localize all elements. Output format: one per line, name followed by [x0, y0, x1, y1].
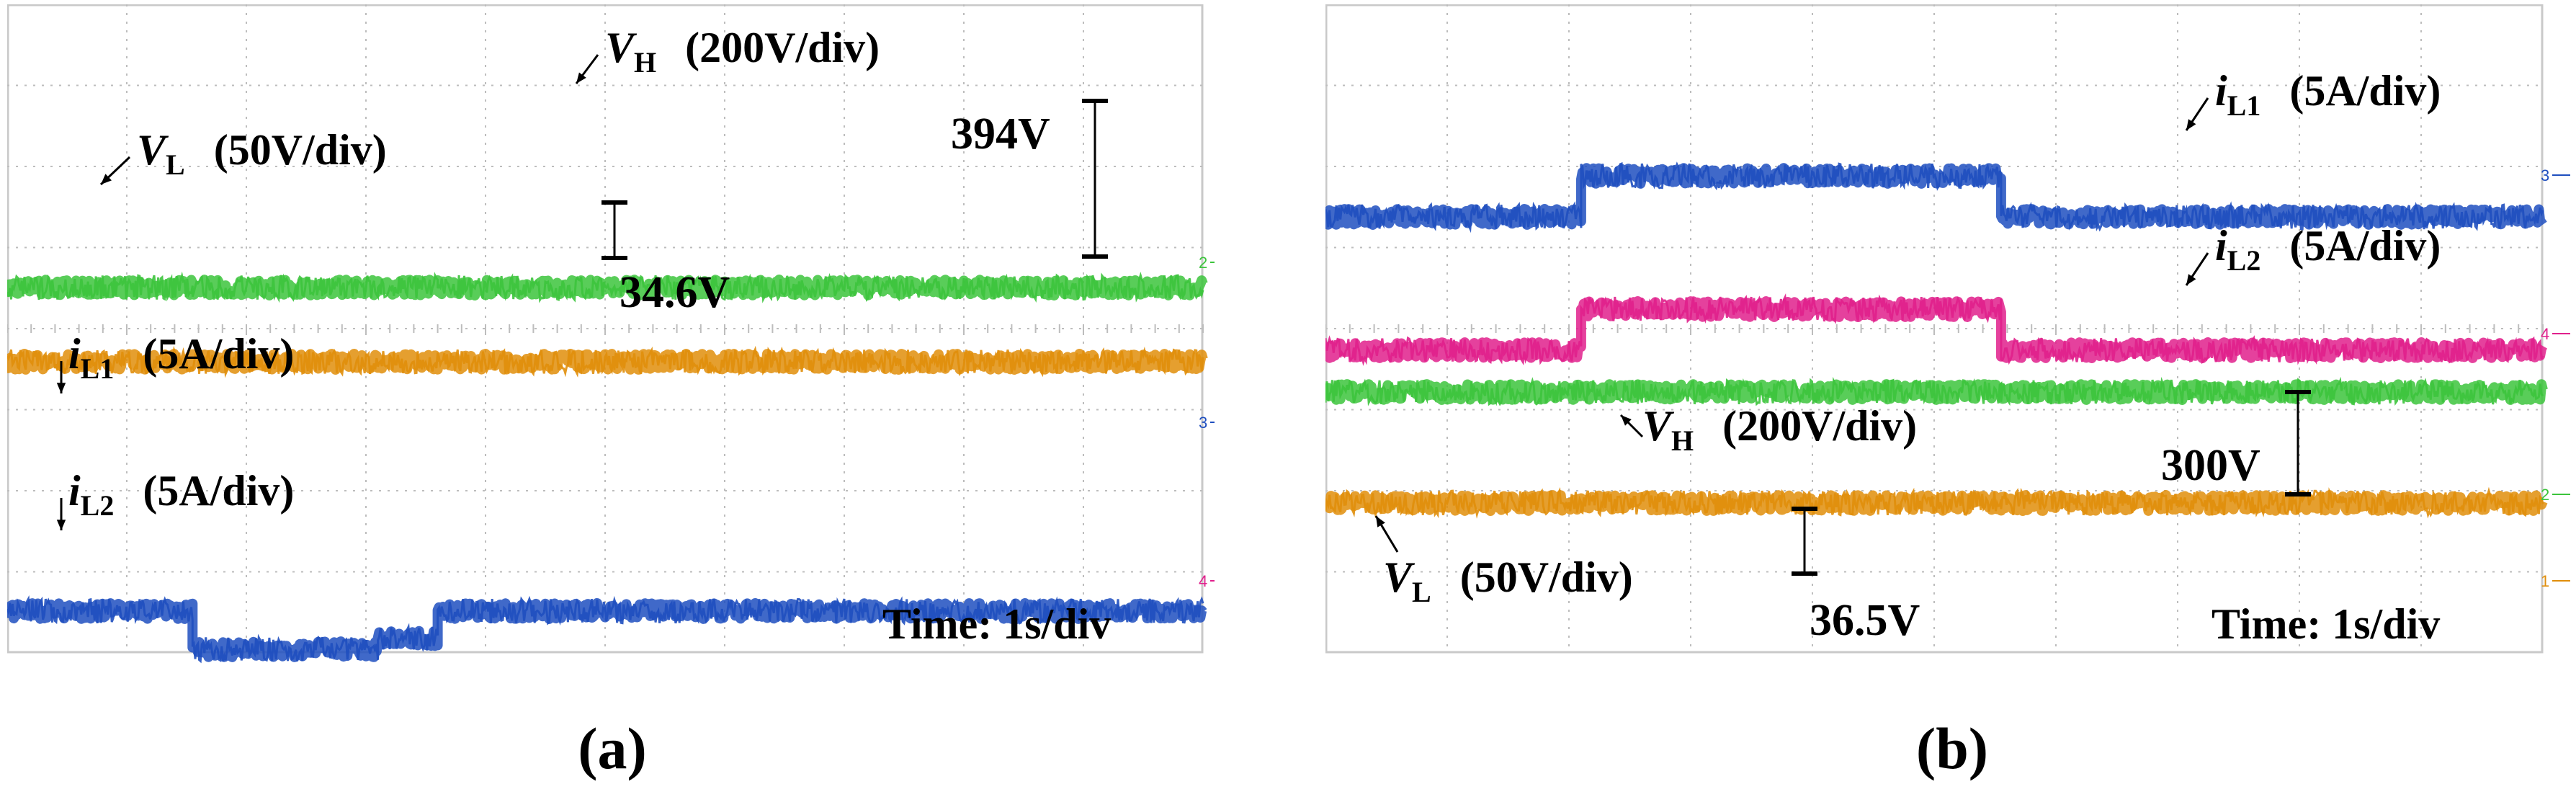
scope-panel-a: VH (200V/div) VL (50V/div) iL1 (5A/div) iL2 (5A… — [7, 4, 1215, 686]
series-label: iL1 (5A/div) — [2215, 67, 2441, 122]
series-label-symbol: V — [605, 24, 638, 71]
series-label-symbol: i — [2215, 222, 2227, 270]
series-label: VH (200V/div) — [605, 24, 880, 79]
series-label: iL2 (5A/div) — [2215, 222, 2441, 277]
trace-i-l1 — [7, 595, 1207, 664]
channel-marker: 2 — [1199, 254, 1207, 272]
label-pointer-head — [576, 72, 586, 84]
trace-v-h — [7, 271, 1208, 303]
trace-v-h — [1325, 376, 2548, 406]
series-label: iL2 (5A/div) — [68, 467, 294, 522]
series-label: VL (50V/div) — [1383, 553, 1633, 608]
series-label-scale: (5A/div) — [2289, 67, 2441, 115]
scope-grid — [1325, 4, 2544, 653]
series-label-symbol: i — [68, 330, 81, 378]
scope-grid — [7, 4, 1204, 653]
trace-noise — [7, 345, 1204, 378]
series-label-symbol: i — [68, 467, 81, 515]
channel-marker: 4 — [2541, 325, 2549, 343]
series-label-subscript: L2 — [2227, 244, 2261, 277]
series-label-scale: (50V/div) — [1460, 553, 1633, 601]
label-pointer-head — [101, 174, 112, 184]
series-label-subscript: L — [1412, 576, 1431, 608]
trace-noise — [1325, 486, 2544, 519]
trace-noise — [1325, 376, 2544, 406]
label-pointer-head — [2186, 274, 2196, 285]
series-label: VL (50V/div) — [137, 126, 387, 181]
label-pointer-head — [1376, 516, 1385, 527]
annotation-label: 300V — [2161, 441, 2260, 490]
scope-screen-a: VH (200V/div)VL (50V/div)iL1 (5A/div)iL2 (5A… — [7, 4, 1215, 664]
trace-i-l2 — [1325, 293, 2548, 366]
label-pointer-head — [56, 520, 66, 530]
series-label-subscript: L2 — [81, 489, 115, 522]
series-label-subscript: L — [166, 148, 185, 181]
series-label-symbol: V — [1383, 553, 1416, 601]
series-label-scale: (5A/div) — [143, 467, 294, 515]
series-label-scale: (5A/div) — [143, 330, 294, 378]
trace-v-l — [7, 345, 1208, 378]
trace-i-l1 — [1325, 161, 2547, 233]
trace-noise — [7, 271, 1204, 303]
time-per-div-label: Time: 1s/div — [2211, 600, 2440, 648]
caption-b: (b) — [1915, 716, 1989, 781]
trace-noise — [7, 595, 1204, 664]
series-label-scale: (5A/div) — [2289, 222, 2441, 270]
scope-panel-b: iL1 (5A/div) iL2 (5A/div) VH (200V/div) VL (50V… — [1325, 4, 2570, 686]
series-label-symbol: V — [137, 126, 169, 174]
caption-a: (a) — [578, 716, 647, 781]
series-label-subscript: H — [634, 46, 656, 79]
channel-marker: 3 — [2541, 166, 2549, 184]
time-per-div-label: Time: 1s/div — [882, 600, 1111, 648]
label-pointer-head — [1621, 415, 1632, 426]
trace-noise — [1325, 293, 2544, 366]
series-label: VH (200V/div) — [1642, 402, 1917, 457]
series-label-subscript: L1 — [81, 352, 115, 385]
series-label-symbol: i — [2215, 67, 2227, 115]
trace-v-l — [1325, 486, 2548, 519]
annotation-label: 394V — [951, 110, 1050, 159]
series-label-scale: (200V/div) — [1722, 402, 1917, 450]
channel-marker: 1 — [2541, 572, 2549, 590]
label-pointer-head — [2186, 119, 2196, 130]
series-label-scale: (200V/div) — [685, 24, 880, 71]
channel-marker: 2 — [2541, 486, 2549, 504]
annotation-label: 36.5V — [1810, 596, 1920, 645]
label-pointer-head — [56, 383, 66, 393]
series-label: iL1 (5A/div) — [68, 330, 294, 385]
series-label-subscript: L1 — [2227, 89, 2261, 122]
series-label-scale: (50V/div) — [214, 126, 387, 174]
channel-marker: 3 — [1199, 414, 1207, 432]
series-label-symbol: V — [1642, 402, 1675, 450]
series-label-subscript: H — [1671, 424, 1694, 457]
trace-noise — [1325, 161, 2544, 233]
annotation-label: 34.6V — [620, 268, 730, 317]
channel-marker: 4 — [1199, 572, 1207, 590]
scope-screen-b: iL1 (5A/div)iL2 (5A/div)VH (200V/div)VL (50V… — [1325, 4, 2570, 654]
